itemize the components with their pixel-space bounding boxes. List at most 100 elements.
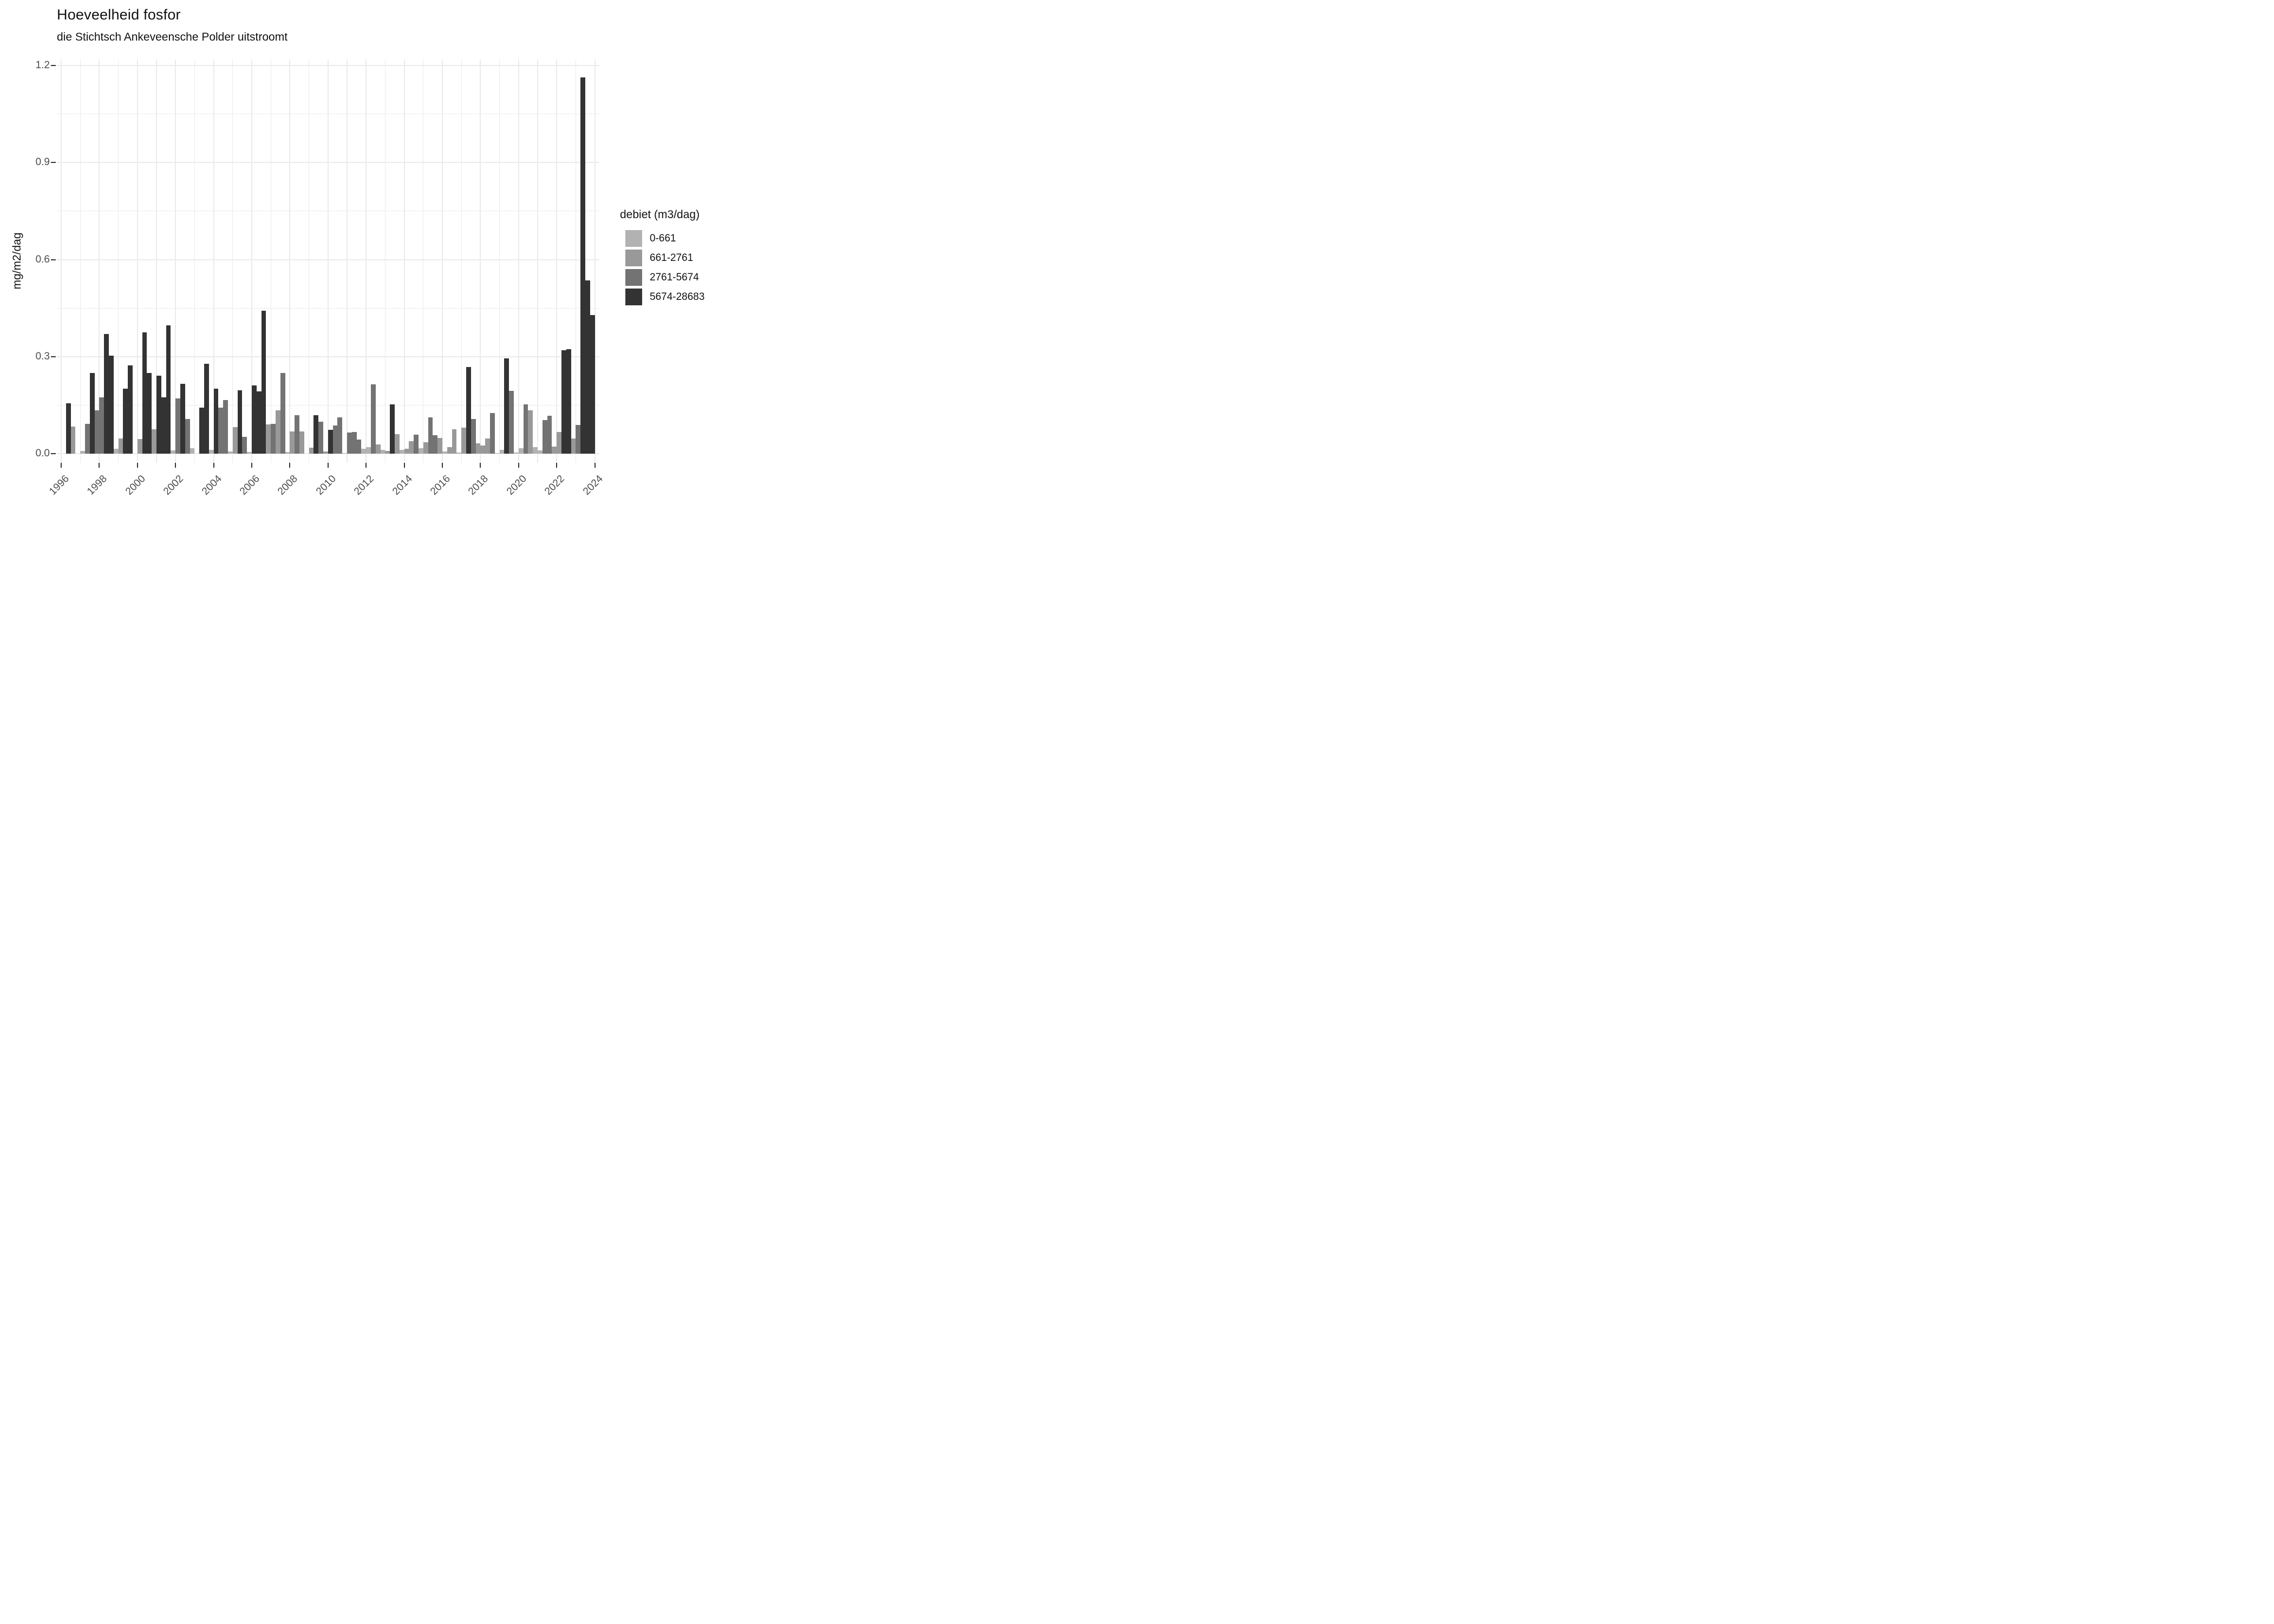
bar-1998-q1 <box>99 397 104 454</box>
y-tick-label: 1.2 <box>35 60 50 71</box>
bar-2015-q1 <box>423 442 428 454</box>
x-tick-mark <box>480 463 481 468</box>
bar-2001-q1 <box>156 376 161 454</box>
bar-2017-q4 <box>475 443 481 454</box>
bar-2007-q3 <box>280 373 285 454</box>
bar-2001-q2 <box>161 397 166 454</box>
bar-2019-q4 <box>514 452 519 454</box>
bar-2007-q2 <box>276 410 280 454</box>
bar-2009-q1 <box>309 447 314 454</box>
bar-2011-q4 <box>361 448 367 454</box>
y-tick-label: 0.6 <box>35 253 50 265</box>
gridline-major-v <box>518 60 519 463</box>
gridline-minor-v <box>537 60 538 463</box>
bar-2010-q4 <box>342 453 347 454</box>
x-tick-label: 2000 <box>123 473 148 497</box>
bar-2014-q2 <box>409 441 414 454</box>
x-tick-label: 2024 <box>580 473 605 497</box>
bar-2006-q1 <box>252 385 257 454</box>
bar-2016-q1 <box>442 451 447 454</box>
x-tick-label: 2014 <box>390 473 415 497</box>
x-tick-mark <box>136 463 138 468</box>
bar-2019-q2 <box>504 358 509 454</box>
legend-entries: 0-661 661-2761 2761-5674 5674-28683 <box>620 230 704 305</box>
legend-swatch-icon <box>625 289 642 305</box>
bar-1997-q4 <box>94 410 100 454</box>
bar-2018-q2 <box>485 438 490 454</box>
bar-2016-q2 <box>447 447 452 454</box>
gridline-major-v <box>251 60 252 463</box>
bar-2016-q4 <box>456 452 462 454</box>
x-tick-label: 2020 <box>504 473 529 497</box>
y-tick-label: 0.3 <box>35 350 50 362</box>
bar-2009-q3 <box>318 422 323 454</box>
gridline-minor-v <box>80 60 81 463</box>
gridline-major-v <box>480 60 481 463</box>
bar-2009-q2 <box>313 415 319 454</box>
bar-2003-q3 <box>204 363 209 454</box>
gridline-minor-v <box>461 60 462 463</box>
bar-2006-q3 <box>261 311 266 454</box>
bar-2004-q2 <box>218 407 224 454</box>
legend-label: 5674-28683 <box>650 291 705 303</box>
bar-2005-q2 <box>237 390 243 454</box>
bar-1999-q3 <box>128 365 133 454</box>
gridline-major-v <box>594 60 596 463</box>
bar-1999-q1 <box>118 438 123 454</box>
x-tick-mark <box>175 463 177 468</box>
bar-2011-q1 <box>347 433 352 454</box>
x-tick-label: 2018 <box>466 473 491 497</box>
x-tick-label: 2022 <box>543 473 567 497</box>
gridline-major-v <box>289 60 291 463</box>
gridline-major-v <box>442 60 443 463</box>
bar-2002-q2 <box>180 384 185 454</box>
y-tick-label: 0.9 <box>35 156 50 168</box>
gridline-major-v <box>136 60 138 463</box>
y-tick-label: 0.0 <box>35 447 50 459</box>
x-tick-mark <box>289 463 291 468</box>
bar-1998-q4 <box>113 448 119 454</box>
bar-2013-q1 <box>385 450 390 454</box>
bar-2000-q3 <box>147 373 152 454</box>
x-tick-mark <box>365 463 367 468</box>
bar-2018-q3 <box>490 413 495 454</box>
x-tick-mark <box>327 463 329 468</box>
bar-2004-q1 <box>213 388 219 454</box>
chart-subtitle: die Stichtsch Ankeveensche Polder uitstr… <box>57 31 288 43</box>
bar-2022-q4 <box>571 438 576 454</box>
bar-2008-q3 <box>299 431 304 454</box>
bar-2017-q2 <box>466 366 471 454</box>
bar-2013-q3 <box>395 434 400 454</box>
bar-2011-q3 <box>356 440 362 454</box>
bar-2002-q1 <box>175 398 180 454</box>
legend-label: 0-661 <box>650 232 676 244</box>
legend-swatch-icon <box>625 230 642 247</box>
y-tick-mark <box>51 259 56 260</box>
bar-2002-q3 <box>185 418 190 454</box>
x-tick-mark <box>99 463 100 468</box>
bar-2010-q1 <box>328 430 333 454</box>
bar-2015-q3 <box>433 435 438 454</box>
x-tick-label: 2010 <box>313 473 338 497</box>
bar-2012-q2 <box>371 384 376 454</box>
bar-2023-q1 <box>576 425 581 454</box>
bar-2014-q4 <box>419 448 423 454</box>
bar-2023-q2 <box>580 77 585 454</box>
x-tick-mark <box>213 463 214 468</box>
bar-2022-q1 <box>557 431 561 454</box>
legend-label: 661-2761 <box>650 252 694 264</box>
bar-2022-q2 <box>561 350 566 454</box>
bar-2006-q4 <box>266 424 271 454</box>
bar-1996-q3 <box>70 426 76 454</box>
bar-2020-q3 <box>528 410 533 454</box>
y-axis-title: mg/m2/dag <box>11 232 23 290</box>
bar-2021-q3 <box>547 416 552 454</box>
bar-2019-q1 <box>499 450 505 454</box>
bar-2019-q3 <box>509 390 514 454</box>
x-tick-mark <box>518 463 519 468</box>
bar-2020-q2 <box>523 404 528 454</box>
gridline-major-v <box>213 60 214 463</box>
bar-2023-q4 <box>590 315 595 454</box>
bar-2000-q1 <box>137 439 142 454</box>
bar-2009-q4 <box>323 451 328 454</box>
